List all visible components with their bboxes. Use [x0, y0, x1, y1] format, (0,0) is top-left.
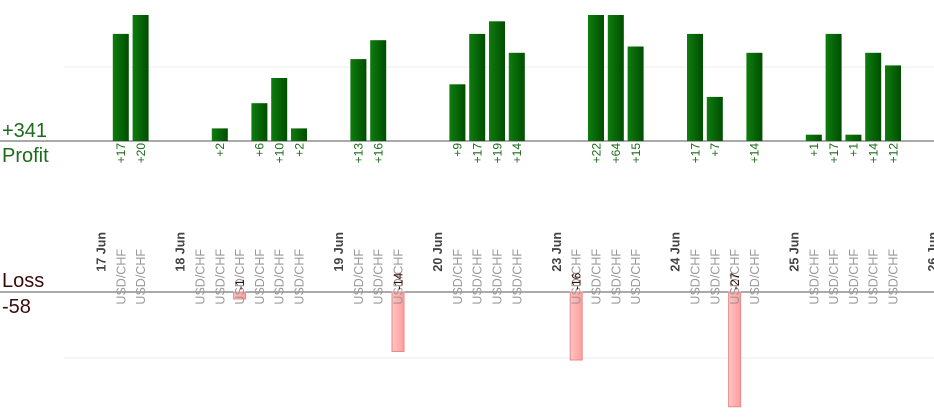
instrument-label: USD/CHF: [629, 249, 643, 305]
profit-bar: [805, 134, 822, 141]
profit-value-label: +17: [827, 143, 841, 164]
profit-bar: [746, 52, 763, 141]
profit-value-label: +9: [451, 143, 465, 157]
profit-bar: [588, 15, 604, 141]
profit-bar: [350, 59, 367, 141]
profit-value-label: +10: [273, 143, 287, 164]
instrument-label: USD/CHF: [352, 249, 366, 305]
profit-bar: [251, 103, 268, 141]
instrument-label: USD/CHF: [728, 249, 742, 305]
date-label: 18 Jun: [174, 232, 188, 272]
profit-value-label: +1: [847, 143, 861, 157]
profit-bar: [845, 134, 862, 141]
profit-bar: [508, 52, 525, 141]
instrument-label: USD/CHF: [293, 249, 307, 305]
profit-bar: [865, 52, 882, 141]
date-label: 17 Jun: [95, 232, 109, 272]
instrument-label: USD/CHF: [689, 249, 703, 305]
profit-value-label: +12: [886, 143, 900, 164]
instrument-label: USD/CHF: [570, 249, 584, 305]
instrument-label: USD/CHF: [372, 249, 386, 305]
profit-value-label: +17: [471, 143, 485, 164]
loss-label: Loss: [2, 270, 45, 292]
profit-bar: [449, 84, 466, 141]
profit-bar: [706, 96, 723, 141]
profit-value-label: +17: [114, 143, 128, 164]
profit-value-label: +17: [688, 143, 702, 164]
date-label: 20 Jun: [431, 232, 445, 272]
date-label: 24 Jun: [669, 232, 683, 272]
profit-value-label: +1: [807, 143, 821, 157]
instrument-label: USD/CHF: [748, 249, 762, 305]
profit-bar: [607, 15, 624, 141]
profit-bar: [469, 33, 486, 141]
date-label: 19 Jun: [332, 232, 346, 272]
loss-value-label: -16: [570, 272, 584, 290]
profit-value-label: +7: [708, 143, 722, 157]
profit-bar: [271, 78, 288, 141]
profit-value-label: +22: [589, 143, 603, 164]
instrument-label: USD/CHF: [590, 249, 604, 305]
profit-bar: [211, 128, 228, 141]
instrument-label: USD/CHF: [491, 249, 505, 305]
instrument-label: USD/CHF: [273, 249, 287, 305]
profit-value-label: +64: [609, 143, 623, 164]
profit-value-label: +16: [372, 143, 386, 164]
profit-bar: [132, 15, 149, 141]
instrument-label: USD/CHF: [887, 249, 901, 305]
instrument-label: USD/CHF: [194, 249, 208, 305]
loss-bar: [569, 291, 583, 361]
profit-bar: [627, 46, 644, 141]
profit-bar: [687, 33, 703, 141]
instrument-label: USD/CHF: [708, 249, 722, 305]
profit-bar: [489, 21, 505, 141]
instrument-label: USD/CHF: [510, 249, 524, 305]
profit-value-label: +2: [213, 143, 227, 157]
profit-bar: [885, 65, 901, 141]
profit-bar: [291, 128, 307, 141]
instrument-label: USD/CHF: [847, 249, 861, 305]
instrument-label: USD/CHF: [867, 249, 881, 305]
loss-value-label: -1: [233, 279, 247, 290]
loss-bar: [728, 291, 742, 408]
instrument-label: USD/CHF: [807, 249, 821, 305]
profit-value-label: +6: [253, 143, 267, 157]
instrument-label: USD/CHF: [392, 249, 406, 305]
date-label: 23 Jun: [550, 232, 564, 272]
profit-value-label: +13: [352, 143, 366, 164]
profit-bar: [825, 33, 842, 141]
instrument-label: USD/CHF: [253, 249, 267, 305]
profit-value-label: +14: [867, 143, 881, 164]
loss-value-label: -27: [728, 272, 742, 290]
instrument-label: USD/CHF: [471, 249, 485, 305]
profit-value-label: +14: [748, 143, 762, 164]
profit-label: Profit: [2, 145, 49, 167]
profit-bar: [112, 33, 129, 141]
instrument-label: USD/CHF: [451, 249, 465, 305]
date-label: 25 Jun: [788, 232, 802, 272]
profit-bar: [370, 40, 387, 142]
profit-value-label: +15: [629, 143, 643, 164]
profit-total: +341: [2, 120, 48, 142]
loss-bar: [233, 291, 247, 300]
instrument-label: USD/CHF: [213, 249, 227, 305]
instrument-label: USD/CHF: [114, 249, 128, 305]
loss-value-label: -14: [391, 272, 405, 290]
instrument-label: USD/CHF: [609, 249, 623, 305]
profit-value-label: +20: [134, 143, 148, 164]
loss-bar: [391, 291, 405, 352]
instrument-label: USD/CHF: [827, 249, 841, 305]
profit-value-label: +14: [510, 143, 524, 164]
date-label: 26 Jun: [926, 232, 934, 272]
profit-value-label: +19: [490, 143, 504, 164]
loss-total: -58: [2, 296, 31, 318]
instrument-label: USD/CHF: [233, 249, 247, 305]
profit-value-label: +2: [292, 143, 306, 157]
instrument-label: USD/CHF: [134, 249, 148, 305]
